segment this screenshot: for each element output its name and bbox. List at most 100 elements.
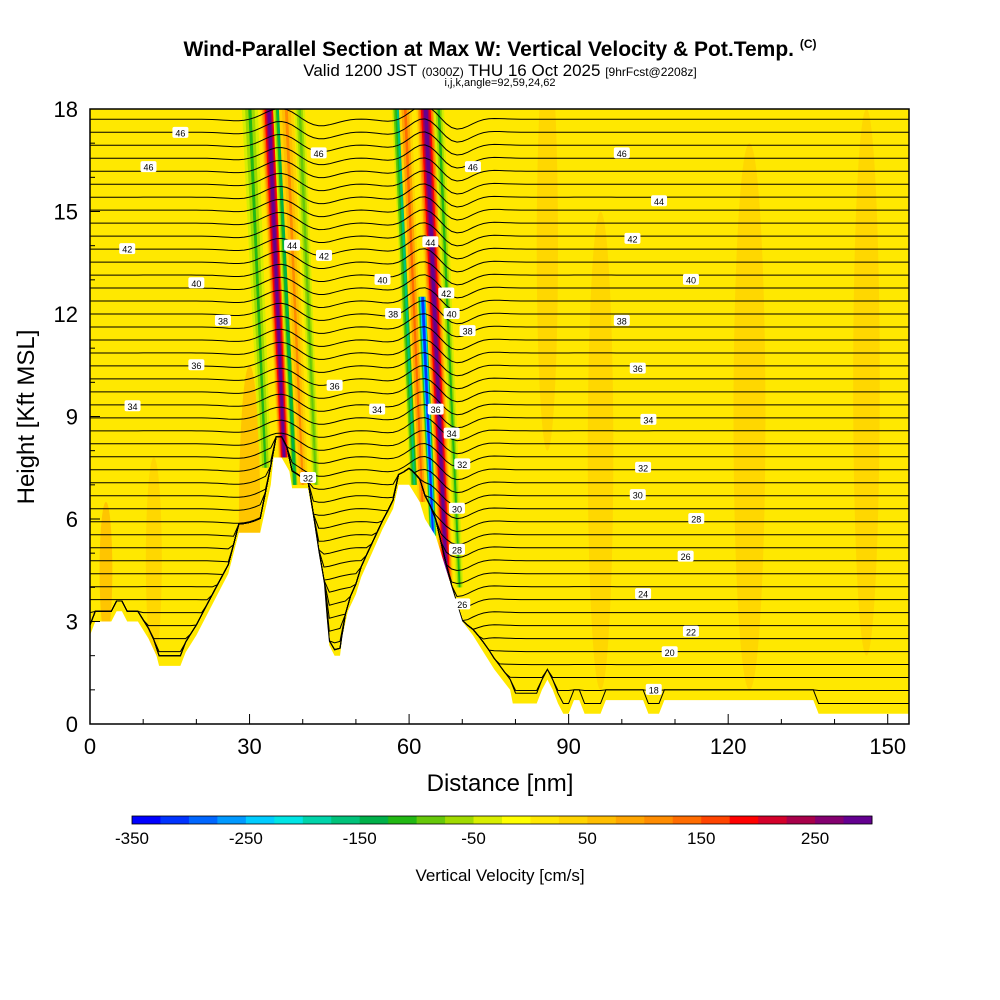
theta-contour-line	[90, 222, 909, 247]
colorbar-tick-label: 50	[578, 829, 597, 848]
contour-label: 40	[682, 273, 699, 285]
colorbar-swatch	[302, 816, 332, 824]
terrain-layer	[90, 457, 909, 724]
contour-label-bg	[310, 147, 327, 159]
contour-label-bg	[682, 273, 699, 285]
y-tick-label: 6	[66, 507, 78, 532]
contour-label-bg	[454, 458, 471, 470]
colorbar-swatch	[388, 816, 418, 824]
x-tick-label: 0	[84, 734, 96, 759]
contour-label-bg	[629, 362, 646, 374]
colorbar-swatch	[701, 816, 731, 824]
contour-label: 42	[119, 243, 136, 255]
contour-label-text: 40	[447, 310, 457, 320]
contour-label-bg	[119, 243, 136, 255]
velocity-band	[403, 109, 424, 502]
y-tick-label: 3	[66, 610, 78, 635]
theta-contour-line	[90, 435, 909, 520]
velocity-patch	[536, 109, 558, 451]
colorbar-tick-label: -350	[115, 829, 149, 848]
velocity-band	[423, 109, 448, 581]
theta-contour-line	[90, 417, 909, 442]
contour-label: 40	[443, 308, 460, 320]
colorbar-swatch	[331, 816, 361, 824]
contour-label-bg	[316, 249, 332, 261]
contour-label-text: 46	[314, 149, 324, 159]
theta-contour-line	[90, 109, 909, 130]
contour-label-bg	[374, 273, 391, 285]
valid-date: THU 16 Oct 2025	[468, 61, 601, 80]
colorbar-swatch	[188, 816, 218, 824]
contour-label-text: 34	[447, 429, 457, 439]
contour-label-bg	[443, 308, 460, 319]
valid-prefix: Valid 1200 JST	[303, 61, 417, 80]
velocity-band	[248, 109, 267, 468]
theta-contour-line	[90, 352, 909, 377]
colorbar-swatch	[502, 816, 531, 824]
contour-label: 38	[459, 325, 476, 337]
colorbar-swatch	[217, 816, 247, 824]
contour-label: 36	[188, 359, 205, 371]
colorbar-swatch	[245, 816, 275, 824]
contour-label: 18	[645, 683, 662, 695]
theta-contour-line	[90, 378, 909, 403]
theta-contour-line	[90, 235, 909, 260]
contour-label-text: 46	[175, 128, 185, 138]
contour-label: 44	[422, 236, 439, 248]
theta-contour-line	[90, 435, 909, 533]
theta-contour-line	[90, 435, 909, 559]
contour-label-bg	[661, 646, 678, 658]
theta-contour-line	[90, 209, 909, 234]
contour-label: 46	[613, 147, 630, 159]
theta-contour-line	[90, 287, 909, 312]
theta-contour-line	[90, 274, 909, 299]
colorbar-swatch	[558, 816, 588, 824]
contour-label-text: 46	[468, 163, 478, 173]
theta-contour-line	[90, 131, 909, 156]
contour-label-bg	[124, 400, 141, 412]
contour-label-text: 44	[654, 197, 664, 207]
theta-contour-line	[90, 391, 909, 416]
colorbar-swatch	[843, 816, 873, 824]
theta-contour-line	[90, 170, 909, 195]
theta-contour-line	[90, 326, 909, 351]
contour-label-text: 42	[122, 245, 132, 255]
theta-contour-line	[90, 339, 909, 364]
contour-label-bg	[464, 161, 481, 173]
contour-label: 22	[682, 625, 699, 637]
contour-label-bg	[448, 543, 465, 555]
contour-label-text: 38	[463, 327, 473, 337]
contour-label: 34	[640, 413, 657, 425]
colorbar-label: Vertical Velocity [cm/s]	[415, 866, 584, 885]
contour-label: 46	[310, 147, 327, 159]
contour-label-text: 20	[665, 648, 675, 658]
contour-label-text: 36	[431, 405, 441, 415]
colorbar-swatch	[815, 816, 845, 824]
x-tick-label: 30	[237, 734, 261, 759]
colorbar-swatch	[530, 816, 560, 824]
colorbar-swatch	[786, 816, 816, 824]
contour-label: 42	[624, 232, 641, 244]
velocity-band	[267, 109, 286, 458]
forecast-info: [9hrFcst@2208z]	[605, 65, 697, 79]
contour-label-text: 26	[681, 552, 691, 562]
contour-label-bg	[188, 359, 205, 371]
theta-contour-line	[90, 435, 909, 507]
theta-contour-line	[90, 365, 909, 390]
y-tick-label: 15	[54, 200, 78, 225]
theta-contour-line	[90, 435, 909, 546]
theta-contour-line	[90, 183, 909, 208]
colorbar-swatch	[644, 816, 674, 824]
contour-label-text: 22	[686, 627, 696, 637]
contour-label: 24	[635, 588, 652, 600]
contour-label-bg	[682, 625, 699, 637]
contour-label-bg	[635, 588, 652, 600]
contour-label: 42	[316, 249, 332, 261]
contour-label-bg	[369, 403, 386, 415]
y-axis-label: Height [Kft MSL]	[13, 330, 40, 505]
velocity-patch	[99, 501, 113, 639]
velocity-patch	[733, 143, 766, 690]
contour-label-bg	[326, 379, 343, 391]
contour-label: 46	[172, 126, 189, 138]
